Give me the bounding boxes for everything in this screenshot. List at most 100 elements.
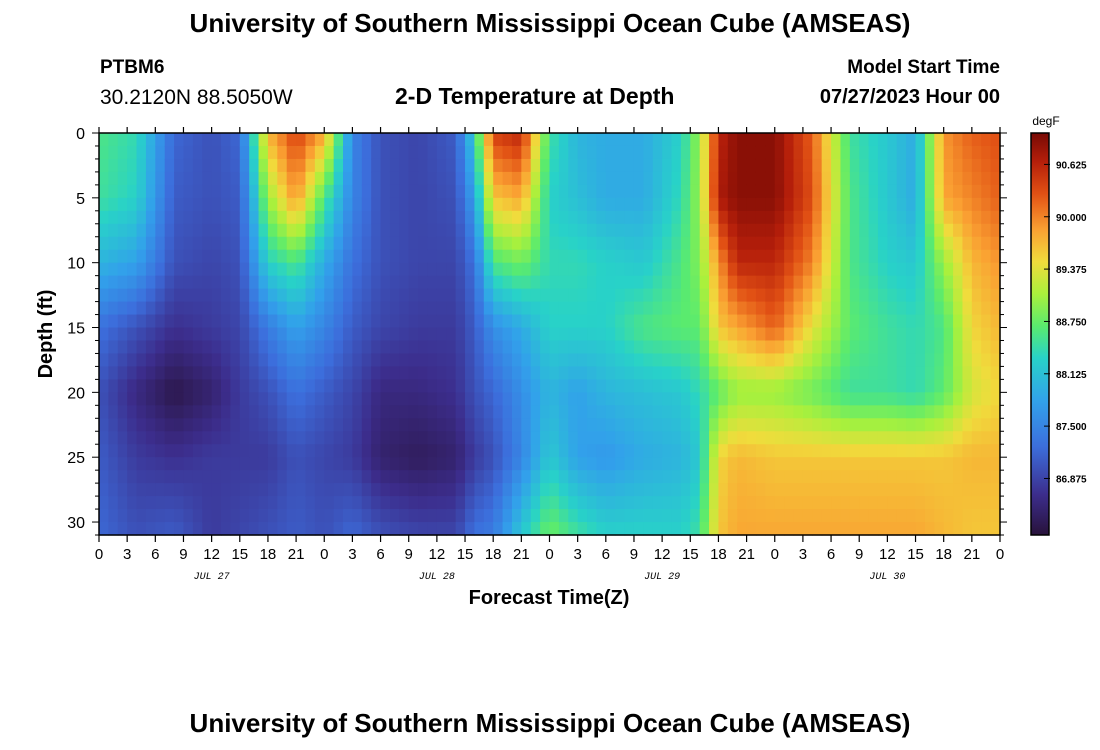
heatmap-cell <box>483 353 494 368</box>
heatmap-cell <box>680 314 691 329</box>
heatmap-cell <box>455 405 466 419</box>
heatmap-cell <box>277 249 288 264</box>
heatmap-cell <box>361 444 372 458</box>
heatmap-cell <box>174 483 185 497</box>
heatmap-cell <box>802 223 813 238</box>
heatmap-cell <box>502 327 513 342</box>
heatmap-cell <box>643 470 654 484</box>
heatmap-cell <box>859 249 870 264</box>
heatmap-cell <box>577 145 588 160</box>
heatmap-cell <box>624 522 635 536</box>
heatmap-cell <box>286 522 297 536</box>
heatmap-cell <box>493 509 504 523</box>
heatmap-cell <box>108 483 119 497</box>
heatmap-cell <box>971 366 982 380</box>
heatmap-cell <box>680 418 691 432</box>
heatmap-cell <box>202 301 213 316</box>
heatmap-cell <box>483 405 494 419</box>
heatmap-cell <box>511 197 522 212</box>
heatmap-cell <box>455 275 466 290</box>
heatmap-cell <box>962 327 973 342</box>
heatmap-cell <box>483 184 494 199</box>
heatmap-cell <box>399 457 410 471</box>
heatmap-cell <box>267 509 278 523</box>
heatmap-cell <box>877 470 888 484</box>
heatmap-cell <box>906 275 917 290</box>
heatmap-cell <box>389 327 400 342</box>
heatmap-cell <box>652 236 663 251</box>
heatmap-cell <box>652 405 663 419</box>
heatmap-cell <box>399 145 410 160</box>
heatmap-cell <box>718 483 729 497</box>
heatmap-cell <box>239 353 250 368</box>
colorbar-tick-label: 86.875 <box>1056 474 1087 485</box>
heatmap-cell <box>230 496 241 510</box>
heatmap-cell <box>540 366 551 380</box>
heatmap-cell <box>577 457 588 471</box>
heatmap-cell <box>699 418 710 432</box>
heatmap-cell <box>596 444 607 458</box>
heatmap-cell <box>709 288 720 303</box>
heatmap-cell <box>164 133 175 147</box>
heatmap-cell <box>192 366 203 380</box>
heatmap-cell <box>558 197 569 212</box>
heatmap-cell <box>183 496 194 510</box>
heatmap-cell <box>418 470 429 484</box>
heatmap-cell <box>896 392 907 406</box>
heatmap-cell <box>915 262 926 277</box>
heatmap-cell <box>662 392 673 406</box>
heatmap-cell <box>530 483 541 497</box>
heatmap-cell <box>502 210 513 225</box>
heatmap-cell <box>474 288 485 303</box>
heatmap-cell <box>521 236 532 251</box>
heatmap-cell <box>568 444 579 458</box>
heatmap-cell <box>455 444 466 458</box>
heatmap-cell <box>859 418 870 432</box>
heatmap-cell <box>840 249 851 264</box>
heatmap-cell <box>211 288 222 303</box>
heatmap-cell <box>906 353 917 368</box>
heatmap-cell <box>549 197 560 212</box>
heatmap-cell <box>183 145 194 160</box>
heatmap-cell <box>615 522 626 536</box>
heatmap-cell <box>596 158 607 173</box>
heatmap-cell <box>230 197 241 212</box>
heatmap-cell <box>483 197 494 212</box>
heatmap-cell <box>971 496 982 510</box>
heatmap-cell <box>436 392 447 406</box>
heatmap-cell <box>145 431 156 445</box>
heatmap-cell <box>652 366 663 380</box>
heatmap-cell <box>896 483 907 497</box>
heatmap-cell <box>474 171 485 186</box>
heatmap-cell <box>765 275 776 290</box>
heatmap-cell <box>502 145 513 160</box>
heatmap-cell <box>831 184 842 199</box>
heatmap-cell <box>296 158 307 173</box>
heatmap-cell <box>662 249 673 264</box>
heatmap-cell <box>652 340 663 355</box>
heatmap-cell <box>436 405 447 419</box>
heatmap-cell <box>192 275 203 290</box>
heatmap-cell <box>906 340 917 355</box>
heatmap-cell <box>671 301 682 316</box>
heatmap-cell <box>577 301 588 316</box>
x-tick-label: 12 <box>203 546 220 563</box>
heatmap-cell <box>380 171 391 186</box>
heatmap-cell <box>108 444 119 458</box>
heatmap-cell <box>652 353 663 368</box>
heatmap-cell <box>765 249 776 264</box>
heatmap-cell <box>962 496 973 510</box>
heatmap-cell <box>802 366 813 380</box>
heatmap-cell <box>286 340 297 355</box>
heatmap-cell <box>230 158 241 173</box>
heatmap-cell <box>849 444 860 458</box>
heatmap-cell <box>680 340 691 355</box>
x-tick-label: 21 <box>513 546 530 563</box>
heatmap-cell <box>221 444 231 458</box>
heatmap-cell <box>211 418 222 432</box>
y-tick-label: 0 <box>76 126 85 143</box>
heatmap-cell <box>145 301 156 316</box>
heatmap-cell <box>446 314 457 329</box>
heatmap-cell <box>859 353 870 368</box>
heatmap-cell <box>530 301 541 316</box>
